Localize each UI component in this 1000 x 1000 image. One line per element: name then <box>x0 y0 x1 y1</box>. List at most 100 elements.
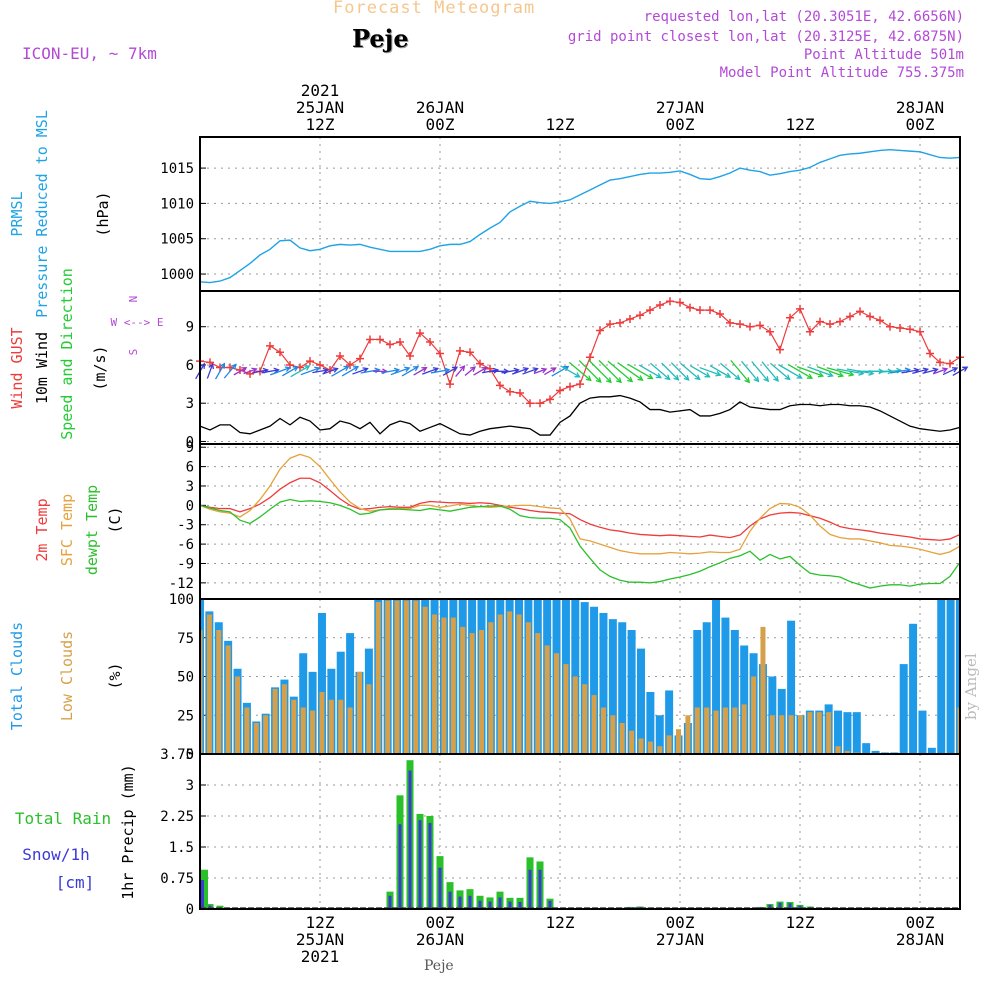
snow-bar <box>768 904 772 909</box>
wind-direction-arrowhead <box>459 365 466 372</box>
wind-direction-arrow <box>442 366 458 376</box>
wind-gust-marker <box>816 317 824 326</box>
wind-direction-arrow <box>796 366 824 377</box>
temperature-ytick-label: 0 <box>186 498 194 514</box>
wind-direction-arrow <box>778 364 802 379</box>
precip-frame <box>199 753 961 910</box>
snow-bar <box>388 895 392 909</box>
total-cloud-bar <box>618 622 627 754</box>
snow-bar <box>428 823 432 909</box>
precip-ytick-label: 1.5 <box>169 840 194 856</box>
wind-direction-arrow <box>699 366 721 376</box>
total-cloud-bar <box>787 620 796 754</box>
wind-direction-arrowhead <box>362 367 369 373</box>
bottom-time-label: 12Z <box>786 913 815 932</box>
low-cloud-bar <box>722 707 728 754</box>
wind-direction-arrowhead <box>284 366 292 372</box>
wind-direction-label: Speed and Direction <box>58 268 76 440</box>
low-cloud-bar <box>235 676 241 754</box>
wind-direction-arrow <box>455 365 465 377</box>
wind-direction-arrowhead <box>763 376 770 383</box>
low-cloud-bar <box>338 699 344 754</box>
snow-bar <box>398 824 402 909</box>
snow-bar <box>448 891 452 909</box>
low-cloud-bar <box>741 704 747 754</box>
wind-direction-arrowhead <box>481 366 488 373</box>
temperature-ytick-label: 6 <box>186 460 194 476</box>
top-time-label: 26JAN <box>416 98 464 117</box>
wind-direction-arrowhead <box>304 365 311 371</box>
snow-label: Snow/1h <box>22 845 89 864</box>
wind-direction-arrow <box>670 362 690 381</box>
wind-gust-marker <box>386 340 394 349</box>
wind-gust-marker <box>566 382 574 391</box>
wind-gust-marker <box>426 338 434 346</box>
wind-direction-arrow <box>787 363 813 379</box>
total-cloud-bar <box>580 602 589 754</box>
temp-series-label: 2m Temp <box>33 498 51 561</box>
total-cloud-bar <box>852 712 861 754</box>
snow-bar <box>548 900 552 909</box>
total-cloud-bar <box>909 623 918 754</box>
total-cloud-bar <box>627 630 636 754</box>
low-cloud-bar <box>760 626 766 754</box>
snow-unit-label: [cm] <box>56 873 95 892</box>
wind-direction-arrow <box>890 368 910 374</box>
total-cloud-bar <box>646 692 655 754</box>
station-name: Peje <box>352 24 409 53</box>
total-cloud-bar <box>693 630 702 754</box>
wind-gust-marker <box>596 326 604 335</box>
wind-direction-arrow <box>836 368 864 375</box>
wind-gust-marker <box>306 357 314 366</box>
wind-direction-arrowhead <box>574 372 581 378</box>
low-cloud-bar <box>394 600 400 754</box>
low-cloud-bar <box>816 712 822 754</box>
total-cloud-bar <box>871 750 880 754</box>
wind-gust-marker <box>516 389 524 397</box>
wind-direction-arrowhead <box>230 363 237 370</box>
wind-direction-arrowhead <box>932 367 939 374</box>
wind-direction-arrowhead <box>951 367 959 373</box>
wind-direction-arrowhead <box>492 367 500 374</box>
temperature-ytick-label: -9 <box>177 556 194 572</box>
wind-direction-arrow <box>360 369 380 374</box>
wind-gust-marker <box>726 318 734 327</box>
wind-direction-arrowhead <box>412 366 420 372</box>
low-cloud-bar <box>319 692 325 754</box>
low-cloud-bar <box>291 699 297 754</box>
wind-gust-marker <box>706 306 714 315</box>
grid-point-coordinates: grid point closest lon,lat (20.3125E, 42… <box>567 29 964 45</box>
wind-gust-marker <box>666 297 674 306</box>
total-clouds-label: Total Clouds <box>8 622 26 730</box>
wind-direction-arrow <box>482 369 498 374</box>
temperature-ytick-label: -3 <box>177 518 194 534</box>
low-cloud-bar <box>844 750 850 754</box>
wind-direction-arrow <box>281 366 299 377</box>
wind-direction-arrowhead <box>522 367 530 373</box>
wind-ytick-label: 0 <box>186 434 194 450</box>
total-cloud-bar <box>702 622 711 754</box>
wind-direction-arrowhead <box>848 370 855 377</box>
low-cloud-bar <box>478 630 484 754</box>
wind-direction-arrowhead <box>393 367 401 374</box>
wind-direction-arrow <box>501 369 519 374</box>
wind-direction-arrow <box>270 367 290 376</box>
wind-gust-marker <box>526 399 534 408</box>
wind-direction-arrowhead <box>725 372 732 378</box>
wind-direction-arrowhead <box>615 377 622 384</box>
temp-series-label: dewpt Temp <box>83 485 101 575</box>
wind-direction-arrowhead <box>208 362 215 370</box>
low-cloud-bar <box>835 746 841 754</box>
wind-gust-marker <box>506 387 514 396</box>
wind-direction-arrow <box>720 362 740 380</box>
wind-direction-arrowhead <box>806 373 814 379</box>
wind-direction-arrowhead <box>647 373 654 380</box>
wind-direction-arrow <box>901 369 919 374</box>
wind-gust-marker <box>866 312 874 321</box>
wind-direction-arrowhead <box>773 375 779 382</box>
wind-direction-arrowhead <box>352 366 360 372</box>
low-cloud-bar <box>572 676 578 754</box>
wind-direction-arrow <box>617 362 643 381</box>
wind-direction-arrowhead <box>817 371 825 378</box>
wind-direction-arrowhead <box>532 367 539 373</box>
